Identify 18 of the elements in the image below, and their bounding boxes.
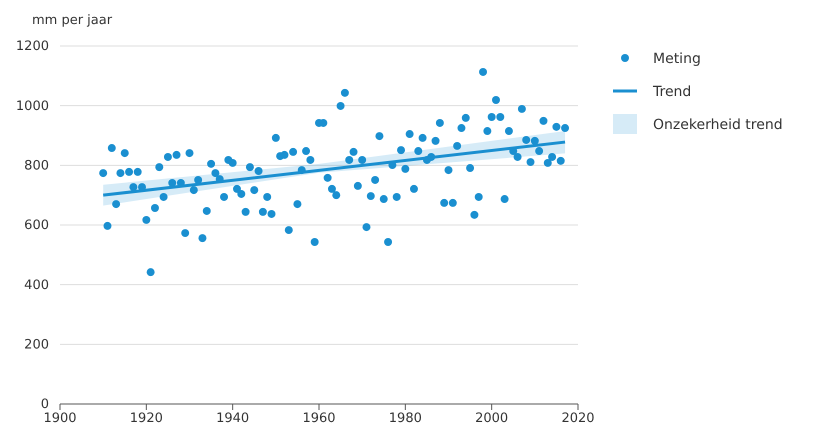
x-tick-label: 2020 xyxy=(561,411,595,426)
text: Onzekerheid trend xyxy=(653,117,783,133)
y-tick-label: 0 xyxy=(40,397,49,412)
x-tick-label: 1980 xyxy=(388,411,422,426)
x-tick-label: 1940 xyxy=(216,411,250,426)
y-tick-label: 1000 xyxy=(16,98,49,114)
y-tick-label: 800 xyxy=(24,158,49,174)
x-tick-label: 1960 xyxy=(302,411,336,426)
legend-label: Meting xyxy=(653,51,701,67)
x-tick-label: 2000 xyxy=(475,411,508,426)
y-tick-label: 400 xyxy=(24,278,49,293)
x-tick-label: 1900 xyxy=(43,411,77,426)
y-tick-label: 1200 xyxy=(16,39,49,54)
y-tick-label: 600 xyxy=(24,218,49,234)
y-tick-label: 200 xyxy=(24,337,49,352)
legend-label: Trend xyxy=(652,84,692,100)
x-tick-label: 1920 xyxy=(130,411,163,426)
y-axis-title: mm per jaar xyxy=(32,13,113,28)
